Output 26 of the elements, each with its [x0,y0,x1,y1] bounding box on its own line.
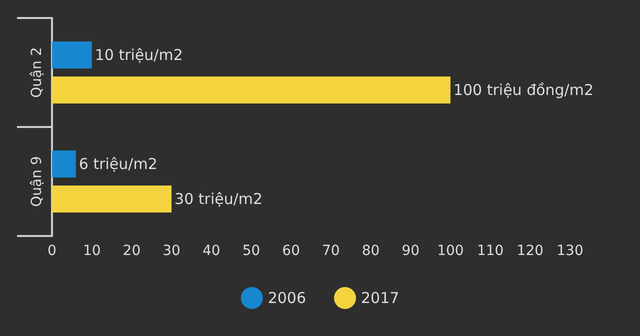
x-tick-label: 70 [322,243,340,259]
x-tick-label: 60 [282,243,300,259]
x-tick-label: 110 [476,243,504,259]
x-tick-label: 130 [556,243,584,259]
x-tick-label: 50 [242,243,260,259]
y-tick-label: Quận 2 [29,47,45,98]
x-tick-label: 80 [362,243,380,259]
bar [52,186,172,213]
bar [52,150,76,178]
x-tick-label: 90 [402,243,420,259]
x-tick-label: 100 [437,243,464,259]
legend-label: 2006 [268,289,306,307]
data-label: 6 triệu/m2 [78,154,158,173]
x-tick-label: 120 [516,243,544,259]
bar [52,76,450,104]
data-label: 10 triệu/m2 [94,46,183,64]
x-tick-label: 20 [122,243,141,259]
data-label: 30 triệu/m2 [174,190,263,208]
x-tick-label: 40 [202,243,220,259]
x-tick-label: 0 [48,243,56,259]
data-label: 100 triệu đồng/m2 [453,81,594,100]
bar [52,41,92,68]
x-tick-label: 30 [162,243,180,259]
x-tick-label: 10 [82,243,101,259]
legend-label: 2017 [361,289,400,307]
y-tick-label: Quận 9 [29,156,45,207]
